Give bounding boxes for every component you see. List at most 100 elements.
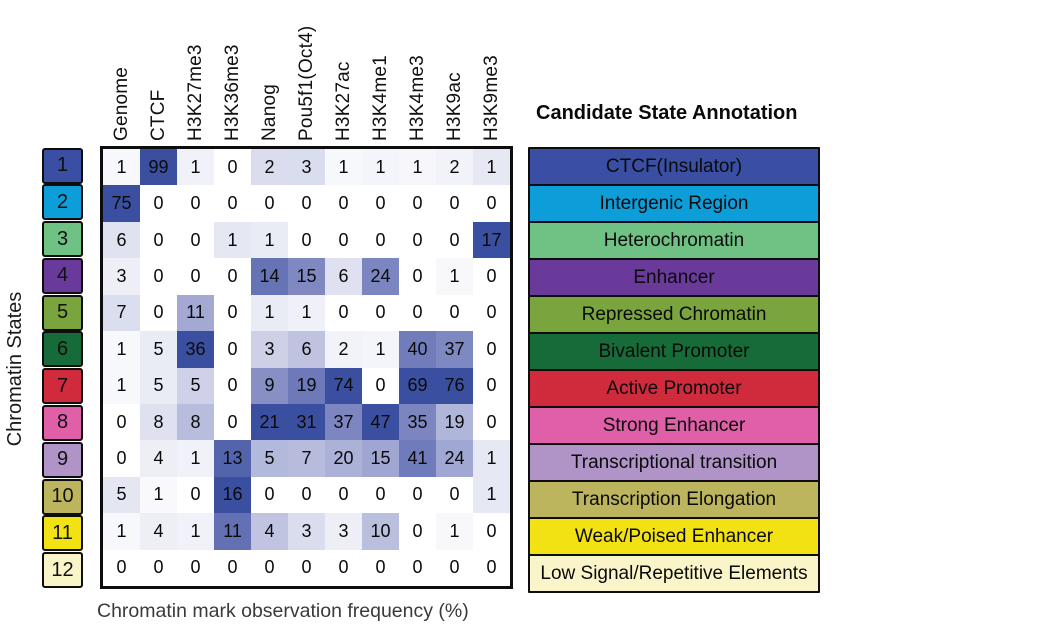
- heatmap-cell: 1: [177, 149, 214, 186]
- column-header: H3K9me3: [481, 55, 502, 141]
- annotation-row: Weak/Poised Enhancer: [528, 517, 820, 556]
- heatmap-cell: 1: [473, 149, 510, 186]
- heatmap-cell: 15: [362, 440, 399, 477]
- heatmap-cell: 21: [251, 403, 288, 441]
- heatmap-cell: 5: [103, 476, 140, 514]
- heatmap-cell: 41: [399, 440, 436, 477]
- column-header: H3K27me3: [185, 44, 206, 141]
- heatmap-cell: 0: [325, 294, 362, 332]
- heatmap-cell: 3: [103, 258, 140, 295]
- heatmap-cell: 19: [288, 367, 325, 404]
- column-header: H3K4me3: [407, 55, 428, 141]
- heatmap-cell: 1: [325, 149, 362, 186]
- heatmap-cell: 74: [325, 367, 362, 404]
- heatmap-cell: 0: [140, 221, 177, 259]
- heatmap-cell: 0: [103, 403, 140, 441]
- heatmap-cell: 1: [103, 331, 140, 368]
- heatmap-cell: 0: [362, 221, 399, 259]
- x-axis-label: Chromatin mark observation frequency (%): [97, 600, 469, 622]
- heatmap-cell: 0: [103, 440, 140, 477]
- annotation-row: Enhancer: [528, 258, 820, 297]
- heatmap-cell: 0: [214, 549, 251, 586]
- heatmap-cell: 0: [399, 185, 436, 222]
- annotation-row: Bivalent Promoter: [528, 332, 820, 371]
- heatmap-cell: 5: [177, 367, 214, 404]
- heatmap-cell: 0: [177, 549, 214, 586]
- heatmap-cell: 0: [399, 513, 436, 550]
- heatmap-cell: 0: [399, 294, 436, 332]
- heatmap-cell: 0: [214, 185, 251, 222]
- state-number-cell: 12: [42, 552, 83, 589]
- annotation-row: CTCF(Insulator): [528, 147, 820, 186]
- heatmap-cell: 6: [325, 258, 362, 295]
- heatmap-cell: 10: [362, 513, 399, 550]
- heatmap-cell: 24: [436, 440, 473, 477]
- heatmap-cell: 14: [251, 258, 288, 295]
- heatmap-cell: 0: [362, 367, 399, 404]
- state-number-cell: 3: [42, 221, 83, 258]
- column-header: H3K4me1: [370, 55, 391, 141]
- heatmap-cell: 40: [399, 331, 436, 368]
- heatmap-cell: 3: [251, 331, 288, 368]
- state-number-cell: 10: [42, 478, 83, 515]
- heatmap-cell: 0: [325, 549, 362, 586]
- heatmap-cell: 3: [325, 513, 362, 550]
- heatmap-cell: 20: [325, 440, 362, 477]
- heatmap-cell: 0: [140, 185, 177, 222]
- heatmap-cell: 0: [288, 185, 325, 222]
- heatmap-cell: 1: [177, 513, 214, 550]
- heatmap-cell: 0: [214, 258, 251, 295]
- heatmap-cell: 0: [436, 294, 473, 332]
- annotation-row: Active Promoter: [528, 369, 820, 408]
- heatmap-cell: 9: [251, 367, 288, 404]
- heatmap-cell: 0: [399, 476, 436, 514]
- heatmap-cell: 1: [362, 331, 399, 368]
- y-axis-label: Chromatin States: [4, 291, 26, 447]
- heatmap-cell: 0: [177, 476, 214, 514]
- heatmap-cell: 0: [473, 367, 510, 404]
- heatmap-cell: 6: [288, 331, 325, 368]
- heatmap-cell: 0: [473, 185, 510, 222]
- heatmap-cell: 0: [473, 403, 510, 441]
- heatmap-cell: 2: [325, 331, 362, 368]
- heatmap-cell: 4: [140, 513, 177, 550]
- heatmap-cell: 37: [436, 331, 473, 368]
- heatmap-cell: 47: [362, 403, 399, 441]
- heatmap-cell: 0: [362, 294, 399, 332]
- state-number-cell: 11: [42, 515, 83, 552]
- heatmap-cell: 4: [140, 440, 177, 477]
- heatmap-cell: 1: [140, 476, 177, 514]
- heatmap-cell: 0: [473, 549, 510, 586]
- heatmap-cell: 1: [399, 149, 436, 186]
- heatmap-cell: 0: [177, 221, 214, 259]
- state-number-cell: 7: [42, 368, 83, 405]
- heatmap-cell: 0: [288, 221, 325, 259]
- heatmap-cell: 76: [436, 367, 473, 404]
- column-header: Pou5f1(Oct4): [296, 25, 317, 141]
- column-header: H3K9ac: [444, 72, 465, 141]
- heatmap-cell: 0: [473, 258, 510, 295]
- heatmap-cell: 69: [399, 367, 436, 404]
- annotation-row: Repressed Chromatin: [528, 295, 820, 334]
- heatmap-cell: 8: [140, 403, 177, 441]
- heatmap-cell: 7: [288, 440, 325, 477]
- heatmap-cell: 1: [436, 258, 473, 295]
- heatmap-cell: 37: [325, 403, 362, 441]
- heatmap-cell: 8: [177, 403, 214, 441]
- state-number-cell: 5: [42, 294, 83, 331]
- state-number-cell: 1: [42, 147, 83, 184]
- heatmap-cell: 1: [362, 149, 399, 186]
- annotation-legend: CTCF(Insulator) Intergenic Region Heteroch…: [528, 147, 821, 594]
- heatmap-cell: 31: [288, 403, 325, 441]
- heatmap-cell: 0: [362, 476, 399, 514]
- annotation-row: Intergenic Region: [528, 184, 820, 223]
- heatmap-cell: 0: [214, 367, 251, 404]
- state-number-cell: 6: [42, 331, 83, 368]
- heatmap-cell: 0: [473, 331, 510, 368]
- heatmap-cell: 36: [177, 331, 214, 368]
- heatmap-cell: 2: [436, 149, 473, 186]
- column-header: Nanog: [259, 84, 280, 141]
- heatmap-cell: 1: [288, 294, 325, 332]
- heatmap-cell: 0: [177, 258, 214, 295]
- heatmap-cell: 0: [214, 294, 251, 332]
